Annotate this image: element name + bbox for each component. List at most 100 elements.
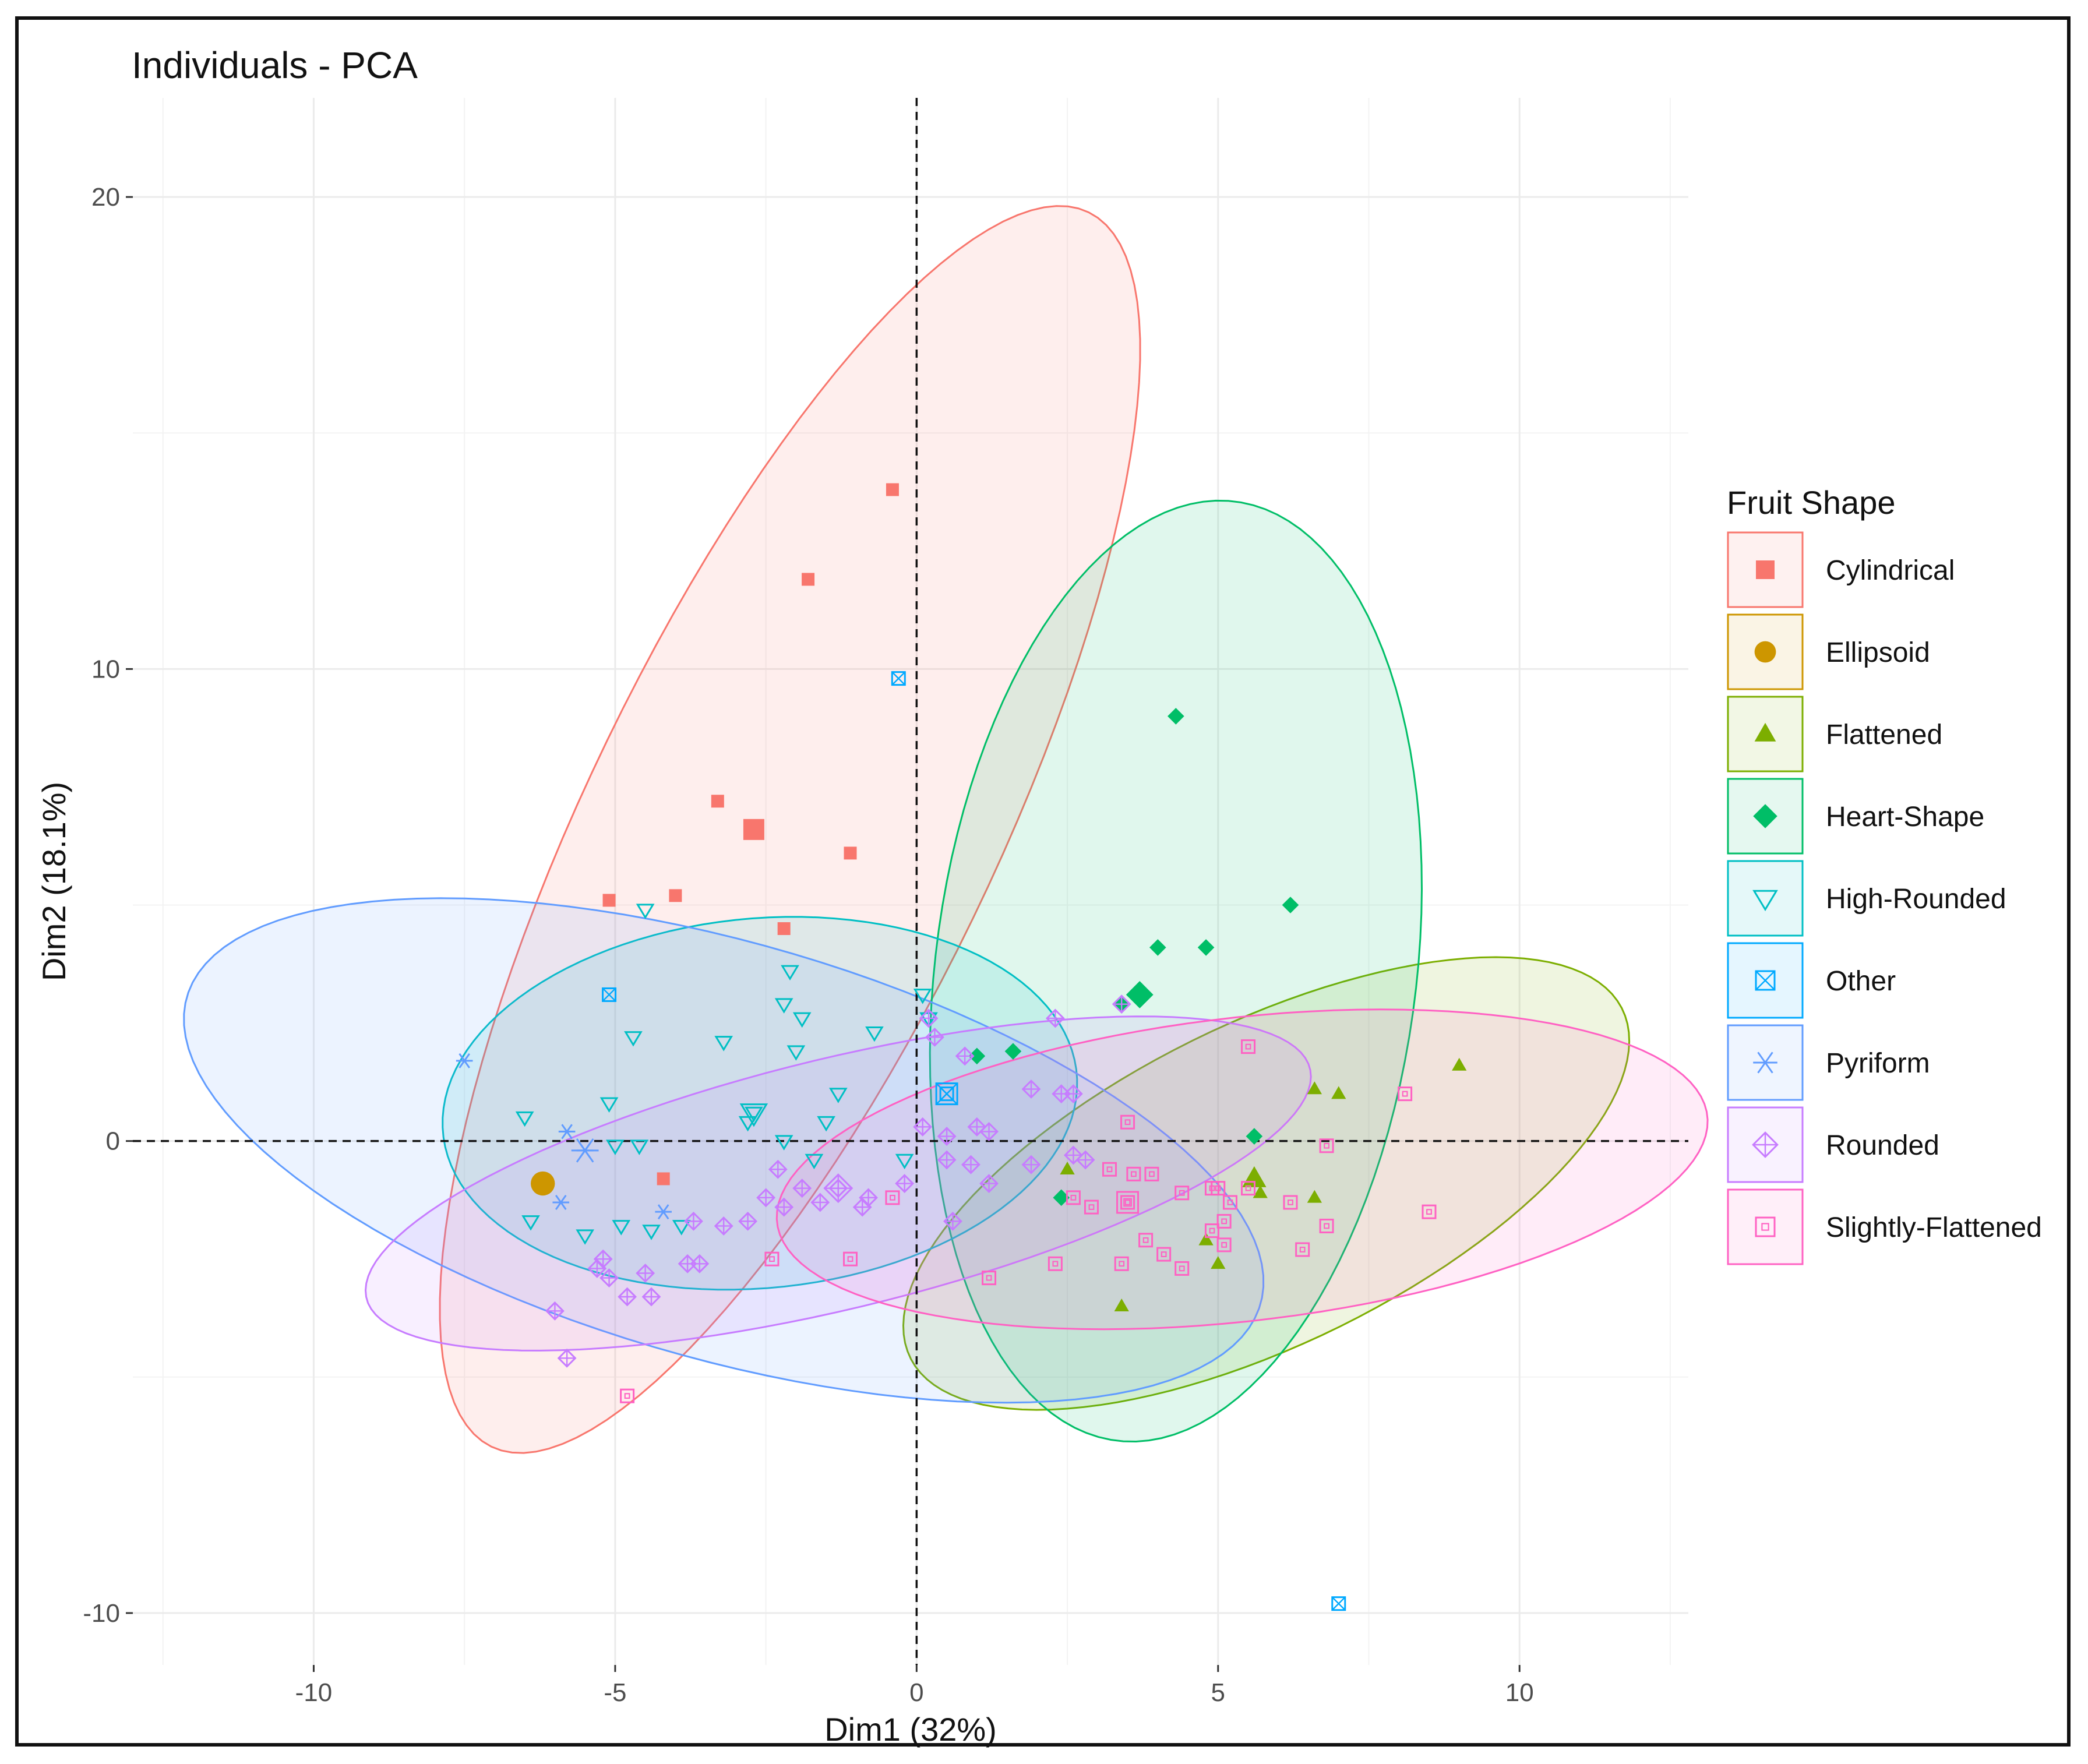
point-rounded: [684, 1211, 703, 1231]
point-cylindrical: [602, 894, 616, 907]
point-rounded: [641, 1287, 661, 1307]
point-high-rounded: [792, 1012, 812, 1028]
legend-key: [1727, 696, 1804, 772]
point-rounded: [1021, 1079, 1041, 1099]
data-points: [456, 483, 1467, 1611]
point-rounded: [756, 1188, 776, 1208]
x-tick-label: -5: [604, 1678, 626, 1707]
point-high-rounded: [865, 1026, 884, 1042]
point-rounded: [810, 1193, 830, 1212]
point-rounded: [895, 1174, 915, 1193]
y-axis-title: Dim2 (18.1%): [36, 782, 72, 981]
point-slightly-flattened: [620, 1388, 635, 1403]
legend-label: High-Rounded: [1826, 884, 2006, 915]
point-rounded: [1021, 1155, 1041, 1174]
point-slightly-flattened: [1066, 1190, 1081, 1205]
ellipse-slightly-flattened: [775, 1008, 1709, 1331]
point-high-rounded: [805, 1153, 824, 1170]
ellipse-high-rounded: [442, 916, 1078, 1291]
legend-marker: [1754, 722, 1776, 742]
legend-item-slightly-flattened: Slightly-Flattened: [1727, 1188, 2042, 1265]
legend-title: Fruit Shape: [1727, 484, 1896, 521]
legend: Fruit Shape Cylindrical Ellipsoid Flattene…: [1727, 484, 2042, 1265]
point-high-rounded: [913, 989, 932, 1004]
point-slightly-flattened: [982, 1271, 997, 1286]
point-high-rounded: [738, 1116, 757, 1132]
point-rounded: [937, 1150, 957, 1170]
point-pyriform: [456, 1053, 473, 1068]
point-rounded: [557, 1348, 577, 1368]
point-flattened: [1452, 1057, 1467, 1071]
ellipse-flattened: [902, 956, 1631, 1411]
x-axis-title: Dim1 (32%): [824, 1711, 997, 1748]
point-slightly-flattened: [1174, 1186, 1190, 1201]
point-high-rounded: [895, 1153, 914, 1170]
legend-label: Cylindrical: [1826, 555, 1955, 586]
legend-label: Pyriform: [1826, 1048, 1930, 1079]
point-slightly-flattened: [1241, 1181, 1256, 1196]
point-heart-shape: [1282, 897, 1299, 913]
point-rounded: [738, 1211, 758, 1231]
point-heart-shape: [1004, 1043, 1022, 1060]
point-slightly-flattened: [1126, 1166, 1141, 1181]
point-high-rounded: [774, 998, 793, 1014]
point-slightly-flattened: [1114, 1256, 1129, 1271]
point-rounded: [593, 1249, 613, 1269]
point-rounded: [690, 1254, 710, 1273]
legend-marker: [1752, 890, 1778, 912]
point-rounded: [955, 1046, 975, 1066]
point-rounded: [937, 1127, 957, 1146]
point-rounded: [774, 1197, 794, 1217]
point-high-rounded: [774, 1135, 793, 1151]
point-high-rounded: [714, 1036, 733, 1052]
point-high-rounded: [828, 1088, 848, 1103]
legend-item-heart-shape: Heart-Shape: [1727, 778, 1984, 855]
point-high-rounded: [642, 1225, 661, 1240]
legend-label: Heart-Shape: [1826, 802, 1984, 832]
point-rounded: [1063, 1084, 1083, 1104]
point-rounded: [599, 1268, 619, 1288]
point-rounded: [913, 1117, 933, 1137]
legend-label: Ellipsoid: [1826, 637, 1930, 668]
legend-key: [1727, 1188, 1804, 1265]
point-rounded: [618, 1287, 637, 1307]
axis-ticks: -10 -5 0 5 10 -10 0 10 20: [83, 183, 1533, 1707]
legend-marker: [1753, 804, 1777, 828]
legend-item-flattened: Flattened: [1727, 696, 1942, 772]
point-slightly-flattened: [1241, 1039, 1256, 1054]
legend-item-high-rounded: High-Rounded: [1727, 860, 2006, 937]
gridlines: [133, 98, 1688, 1665]
y-tick-label: 0: [106, 1127, 120, 1156]
centroid-high-rounded: [739, 1103, 768, 1127]
point-rounded: [792, 1179, 812, 1198]
centroid-cylindrical: [743, 819, 764, 840]
legend-marker: [1756, 560, 1775, 579]
point-slightly-flattened: [1204, 1223, 1219, 1239]
point-slightly-flattened: [1211, 1181, 1226, 1196]
point-high-rounded: [786, 1045, 806, 1061]
x-tick-label: 0: [909, 1678, 923, 1707]
point-slightly-flattened: [1138, 1233, 1154, 1248]
point-rounded: [636, 1264, 655, 1283]
point-rounded: [714, 1216, 733, 1236]
point-slightly-flattened: [885, 1190, 900, 1205]
point-rounded: [967, 1117, 987, 1137]
point-other: [891, 671, 906, 686]
y-tick-label: -10: [83, 1599, 120, 1628]
point-slightly-flattened: [1156, 1247, 1172, 1262]
point-cylindrical: [886, 483, 899, 496]
point-high-rounded: [781, 965, 799, 981]
point-high-rounded: [521, 1215, 540, 1231]
point-high-rounded: [576, 1229, 595, 1245]
point-rounded: [1063, 1145, 1083, 1165]
legend-item-ellipsoid: Ellipsoid: [1727, 613, 1930, 690]
point-flattened: [1114, 1299, 1129, 1312]
centroid-pyriform: [571, 1138, 599, 1163]
point-cylindrical: [844, 846, 857, 860]
point-slightly-flattened: [1216, 1237, 1232, 1253]
point-high-rounded: [672, 1220, 691, 1236]
point-flattened: [1060, 1162, 1075, 1175]
point-pyriform: [552, 1194, 570, 1210]
legend-marker: [1752, 1131, 1779, 1158]
pca-scatter-chart: Individuals - PCA -10 -5 0 5 10 -10 0 10 20 Dim1…: [36, 44, 2042, 1748]
